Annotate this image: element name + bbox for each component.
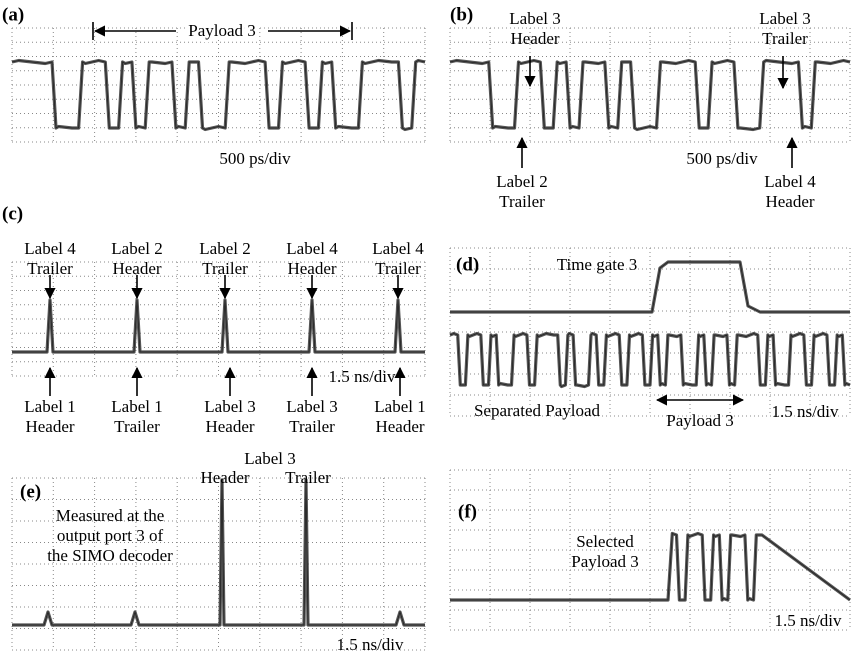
panel-label: (f) xyxy=(458,501,477,522)
annotation: 1.5 ns/div xyxy=(771,402,839,421)
annotation: Trailer xyxy=(762,29,808,48)
annotation: Label 3 xyxy=(286,397,337,416)
annotation: Label 4 xyxy=(764,172,816,191)
panel-label: (c) xyxy=(2,203,23,224)
annotation: 1.5 ns/div xyxy=(336,635,404,654)
annotation: Label 1 xyxy=(111,397,162,416)
panel-label: (a) xyxy=(2,4,24,25)
annotation: Payload 3 xyxy=(571,552,639,571)
figure: (a)Payload 3500 ps/div(b)Label 3HeaderLa… xyxy=(0,0,854,654)
annotation: Header xyxy=(375,417,424,436)
annotation: Selected xyxy=(576,532,634,551)
annotation: Label 4 xyxy=(286,239,338,258)
annotation: Label 4 xyxy=(372,239,424,258)
annotation: the SIMO decoder xyxy=(47,546,173,565)
scope-grid xyxy=(12,262,425,376)
panel-label: (e) xyxy=(20,481,41,502)
scope-grid xyxy=(450,248,850,416)
annotation: Separated Payload xyxy=(474,401,601,420)
annotation: Measured at the xyxy=(56,506,165,525)
annotation: 1.5 ns/div xyxy=(774,611,842,630)
annotation: 500 ps/div xyxy=(686,149,758,168)
annotation: Payload 3 xyxy=(666,411,734,430)
waveform xyxy=(12,61,425,130)
annotation: Label 3 xyxy=(509,9,560,28)
scope-grid xyxy=(12,28,425,142)
annotation: Label 3 xyxy=(759,9,810,28)
annotation: Label 1 xyxy=(374,397,425,416)
annotation: Label 2 xyxy=(496,172,547,191)
annotation: Trailer xyxy=(285,468,331,487)
annotation: 500 ps/div xyxy=(219,149,291,168)
annotation: 1.5 ns/div xyxy=(328,367,396,386)
annotation: Label 3 xyxy=(244,449,295,468)
annotation: Header xyxy=(25,417,74,436)
annotation: output port 3 of xyxy=(57,526,164,545)
annotation: Time gate 3 xyxy=(557,255,638,274)
annotation: Label 2 xyxy=(199,239,250,258)
annotation: Header xyxy=(510,29,559,48)
annotation: Label 3 xyxy=(204,397,255,416)
annotation: Label 1 xyxy=(24,397,75,416)
annotation: Header xyxy=(200,468,249,487)
scope-grid xyxy=(450,470,850,630)
annotation: Label 2 xyxy=(111,239,162,258)
annotation: Header xyxy=(765,192,814,211)
annotation: Payload 3 xyxy=(188,21,256,40)
annotation: Trailer xyxy=(289,417,335,436)
annotation: Trailer xyxy=(114,417,160,436)
panel-label: (d) xyxy=(456,254,479,275)
annotation: Trailer xyxy=(499,192,545,211)
annotation: Header xyxy=(205,417,254,436)
annotation: Label 4 xyxy=(24,239,76,258)
panel-label: (b) xyxy=(450,4,473,25)
